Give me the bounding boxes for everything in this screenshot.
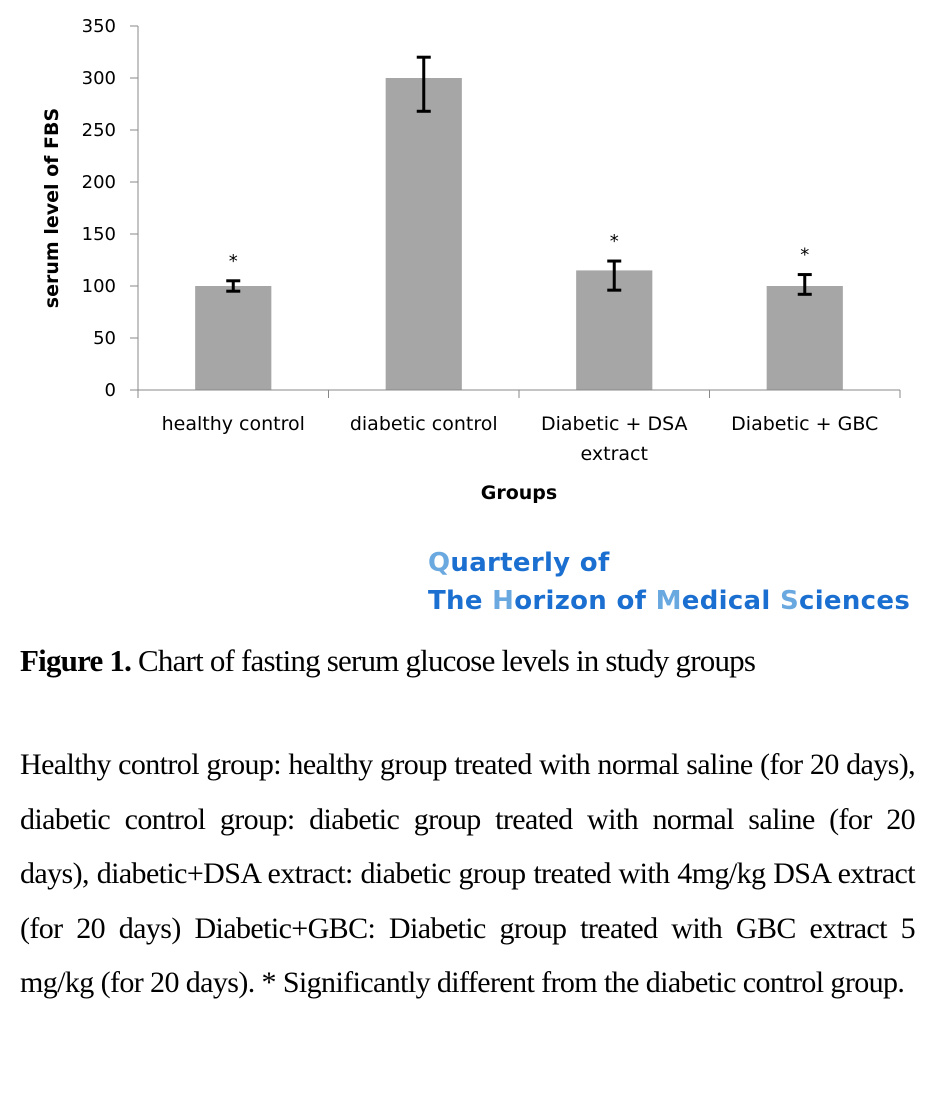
bar (385, 78, 462, 390)
watermark-text-fragment: ciences (799, 586, 911, 616)
y-tick-label: 150 (82, 224, 116, 245)
x-tick-label: healthy control (162, 413, 305, 435)
journal-watermark: Quarterly of The Horizon of Medical Scie… (428, 544, 910, 620)
bar (195, 286, 272, 390)
error-bars (226, 55, 812, 296)
figure-caption-text: Chart of fasting serum glucose levels in… (131, 643, 756, 678)
watermark-text-fragment: H (492, 586, 515, 616)
watermark-text-fragment: M (655, 586, 682, 616)
x-tick-label: extract (581, 443, 648, 465)
y-tick-label: 350 (82, 16, 116, 37)
x-axis-title: Groups (481, 482, 557, 504)
y-axis-title: serum level of FBS (41, 108, 63, 308)
watermark-line-1: Quarterly of (428, 544, 910, 582)
bar (766, 286, 843, 390)
y-tick-label: 50 (93, 328, 116, 349)
y-tick-label: 0 (105, 380, 116, 401)
y-tick-label: 100 (82, 276, 116, 297)
y-tick-label: 200 (82, 172, 116, 193)
y-axis-ticks: 0 50 100 150 200 250 300 350 (82, 16, 138, 401)
bar-chart: 0 50 100 150 200 250 300 350 * * * healthy contro… (41, 16, 901, 504)
watermark-text-fragment: orizon of (514, 586, 656, 616)
significance-star: * (800, 245, 809, 266)
bars (195, 78, 843, 390)
significance-star: * (610, 231, 619, 252)
y-tick-label: 300 (82, 68, 116, 89)
figure-label: Figure 1. (20, 643, 132, 678)
figure-description: Healthy control group: healthy group tre… (20, 748, 916, 999)
watermark-text-fragment: edical (681, 586, 780, 616)
significance-markers: * * * (229, 231, 810, 272)
significance-star: * (229, 251, 238, 272)
figure-caption: Figure 1. Chart of fasting serum glucose… (20, 643, 920, 679)
x-axis-labels: healthy control diabetic control Diabetic … (162, 413, 879, 465)
x-tick-label: diabetic control (350, 413, 498, 435)
y-tick-label: 250 (82, 120, 116, 141)
watermark-text-fragment: Q (428, 548, 451, 578)
watermark-text-fragment: The (428, 586, 493, 616)
watermark-line-2: The Horizon of Medical Sciences (428, 582, 910, 620)
x-tick-label: Diabetic + DSA (541, 413, 688, 435)
watermark-text-fragment: S (779, 586, 799, 616)
watermark-text-fragment: uarterly of (450, 548, 610, 578)
axes (137, 26, 901, 398)
x-tick-label: Diabetic + GBC (731, 413, 878, 435)
